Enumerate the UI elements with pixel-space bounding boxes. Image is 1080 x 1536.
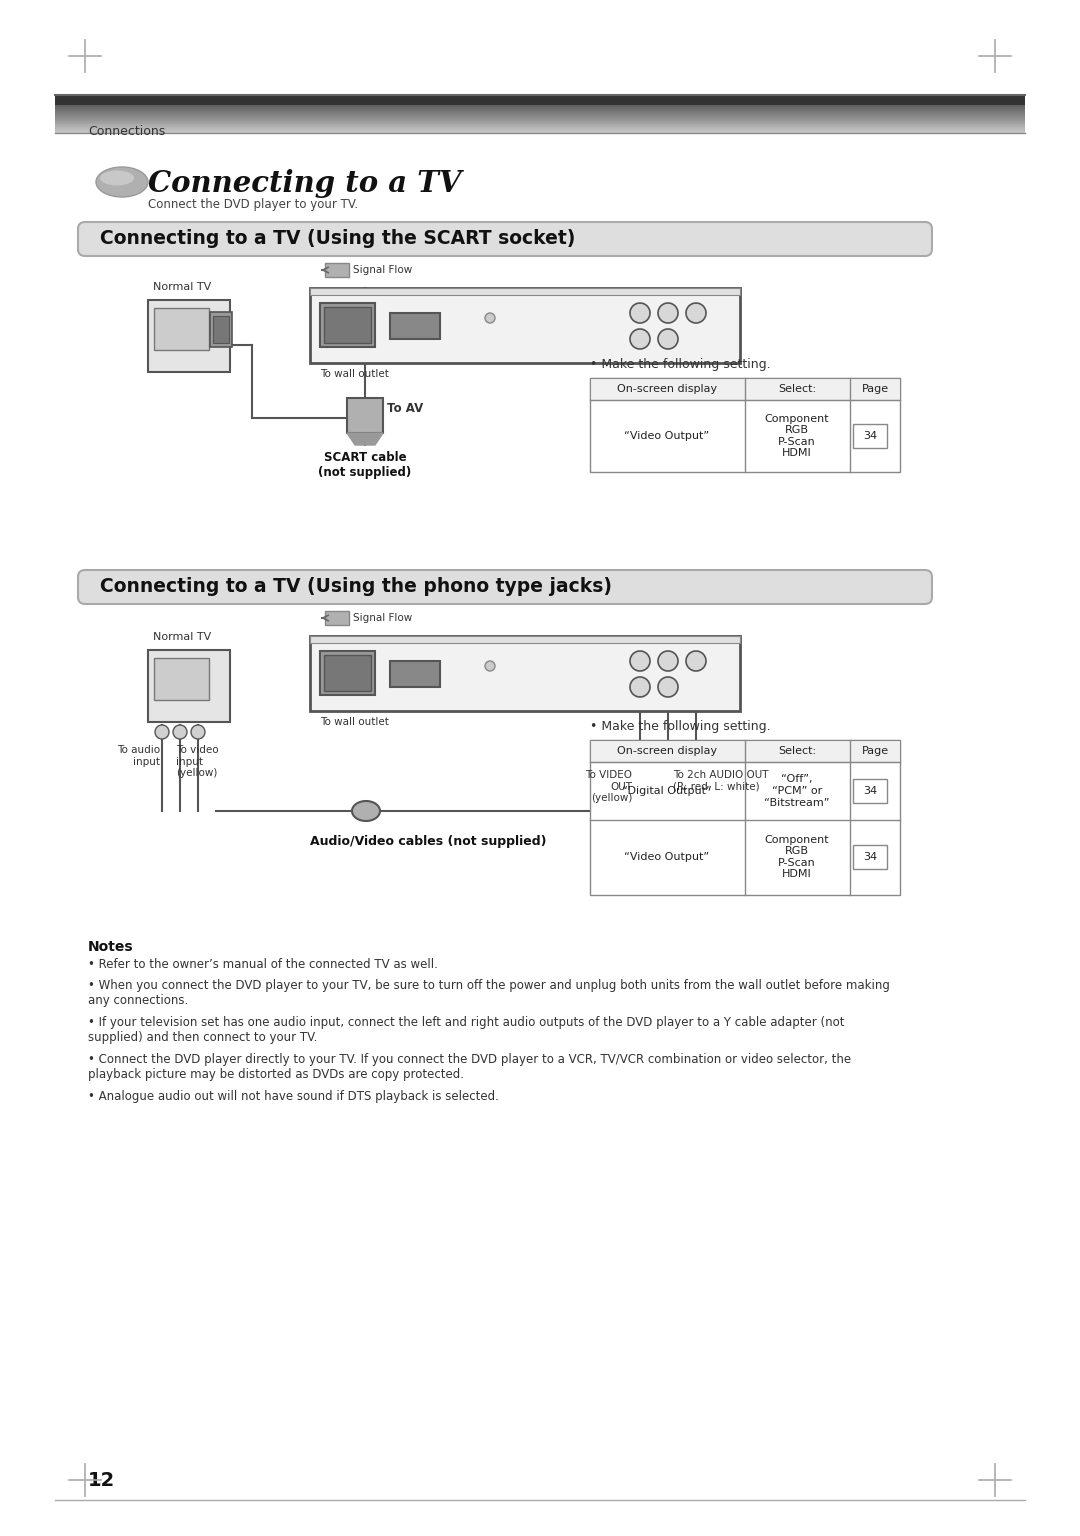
Text: “Digital Output”: “Digital Output”	[622, 786, 712, 796]
Text: “Video Output”: “Video Output”	[624, 852, 710, 862]
Text: Normal TV: Normal TV	[153, 283, 212, 292]
Circle shape	[630, 677, 650, 697]
Polygon shape	[347, 433, 383, 445]
FancyBboxPatch shape	[590, 740, 900, 895]
Text: “Off”,
“PCM” or
“Bitstream”: “Off”, “PCM” or “Bitstream”	[765, 774, 829, 808]
FancyBboxPatch shape	[853, 845, 887, 869]
Text: • Make the following setting.: • Make the following setting.	[590, 358, 771, 372]
FancyBboxPatch shape	[347, 398, 383, 433]
FancyBboxPatch shape	[853, 779, 887, 803]
Text: 12: 12	[87, 1470, 116, 1490]
FancyBboxPatch shape	[325, 611, 349, 625]
FancyBboxPatch shape	[324, 654, 372, 691]
Ellipse shape	[352, 800, 380, 822]
Text: To 2ch AUDIO OUT
(R: red, L: white): To 2ch AUDIO OUT (R: red, L: white)	[673, 770, 769, 791]
Text: “Video Output”: “Video Output”	[624, 432, 710, 441]
Text: • When you connect the DVD player to your TV, be sure to turn off the power and : • When you connect the DVD player to you…	[87, 978, 890, 1008]
FancyBboxPatch shape	[390, 313, 440, 339]
Circle shape	[630, 329, 650, 349]
Text: On-screen display: On-screen display	[617, 384, 717, 395]
Text: Select:: Select:	[778, 746, 816, 756]
FancyBboxPatch shape	[310, 289, 740, 362]
Circle shape	[191, 725, 205, 739]
FancyBboxPatch shape	[148, 650, 230, 722]
FancyBboxPatch shape	[325, 263, 349, 276]
Circle shape	[156, 725, 168, 739]
Text: Connecting to a TV (Using the phono type jacks): Connecting to a TV (Using the phono type…	[100, 578, 612, 596]
Circle shape	[485, 313, 495, 323]
Circle shape	[658, 677, 678, 697]
FancyBboxPatch shape	[55, 95, 1025, 104]
FancyBboxPatch shape	[78, 570, 932, 604]
FancyBboxPatch shape	[310, 636, 740, 711]
Text: To VIDEO
OUT
(yellow): To VIDEO OUT (yellow)	[585, 770, 632, 803]
Text: • Make the following setting.: • Make the following setting.	[590, 720, 771, 733]
Text: Signal Flow: Signal Flow	[353, 613, 413, 624]
FancyBboxPatch shape	[590, 378, 900, 472]
Ellipse shape	[96, 167, 148, 197]
Text: Normal TV: Normal TV	[153, 631, 212, 642]
FancyBboxPatch shape	[590, 740, 900, 762]
FancyBboxPatch shape	[78, 223, 932, 257]
Text: 34: 34	[863, 852, 877, 862]
FancyBboxPatch shape	[320, 303, 375, 347]
FancyBboxPatch shape	[213, 316, 229, 343]
FancyBboxPatch shape	[154, 309, 210, 350]
Text: Connecting to a TV (Using the SCART socket): Connecting to a TV (Using the SCART sock…	[100, 229, 576, 249]
Ellipse shape	[100, 170, 134, 186]
FancyBboxPatch shape	[324, 307, 372, 343]
Text: To wall outlet: To wall outlet	[320, 717, 389, 727]
Text: Connecting to a TV: Connecting to a TV	[148, 169, 461, 198]
Text: Connections: Connections	[87, 124, 165, 138]
Text: Page: Page	[862, 384, 889, 395]
Circle shape	[658, 329, 678, 349]
Text: On-screen display: On-screen display	[617, 746, 717, 756]
Circle shape	[658, 651, 678, 671]
Text: Select:: Select:	[778, 384, 816, 395]
FancyBboxPatch shape	[590, 378, 900, 399]
Text: To video
input
(yellow): To video input (yellow)	[176, 745, 218, 779]
Circle shape	[630, 303, 650, 323]
Text: 34: 34	[863, 786, 877, 796]
Text: Audio/Video cables (not supplied): Audio/Video cables (not supplied)	[310, 836, 546, 848]
Text: • Refer to the owner’s manual of the connected TV as well.: • Refer to the owner’s manual of the con…	[87, 958, 437, 971]
Circle shape	[173, 725, 187, 739]
Text: Component
RGB
P-Scan
HDMI: Component RGB P-Scan HDMI	[765, 413, 829, 458]
FancyBboxPatch shape	[853, 424, 887, 449]
Circle shape	[686, 303, 706, 323]
Circle shape	[658, 303, 678, 323]
Circle shape	[485, 660, 495, 671]
Circle shape	[686, 651, 706, 671]
Text: Notes: Notes	[87, 940, 134, 954]
Circle shape	[630, 651, 650, 671]
Text: SCART cable
(not supplied): SCART cable (not supplied)	[319, 452, 411, 479]
FancyBboxPatch shape	[320, 651, 375, 694]
Text: 34: 34	[863, 432, 877, 441]
FancyBboxPatch shape	[210, 312, 232, 347]
Text: • Connect the DVD player directly to your TV. If you connect the DVD player to a: • Connect the DVD player directly to you…	[87, 1054, 851, 1081]
FancyBboxPatch shape	[390, 660, 440, 687]
Text: To AV: To AV	[387, 401, 423, 415]
Text: To wall outlet: To wall outlet	[320, 369, 389, 379]
Text: Page: Page	[862, 746, 889, 756]
FancyBboxPatch shape	[310, 289, 740, 295]
Text: • Analogue audio out will not have sound if DTS playback is selected.: • Analogue audio out will not have sound…	[87, 1091, 499, 1103]
FancyBboxPatch shape	[310, 636, 740, 644]
Text: Signal Flow: Signal Flow	[353, 266, 413, 275]
FancyBboxPatch shape	[148, 300, 230, 372]
FancyBboxPatch shape	[154, 657, 210, 700]
Text: To audio
input: To audio input	[117, 745, 160, 766]
Text: • If your television set has one audio input, connect the left and right audio o: • If your television set has one audio i…	[87, 1015, 845, 1044]
Text: Component
RGB
P-Scan
HDMI: Component RGB P-Scan HDMI	[765, 834, 829, 880]
Text: Connect the DVD player to your TV.: Connect the DVD player to your TV.	[148, 198, 359, 210]
